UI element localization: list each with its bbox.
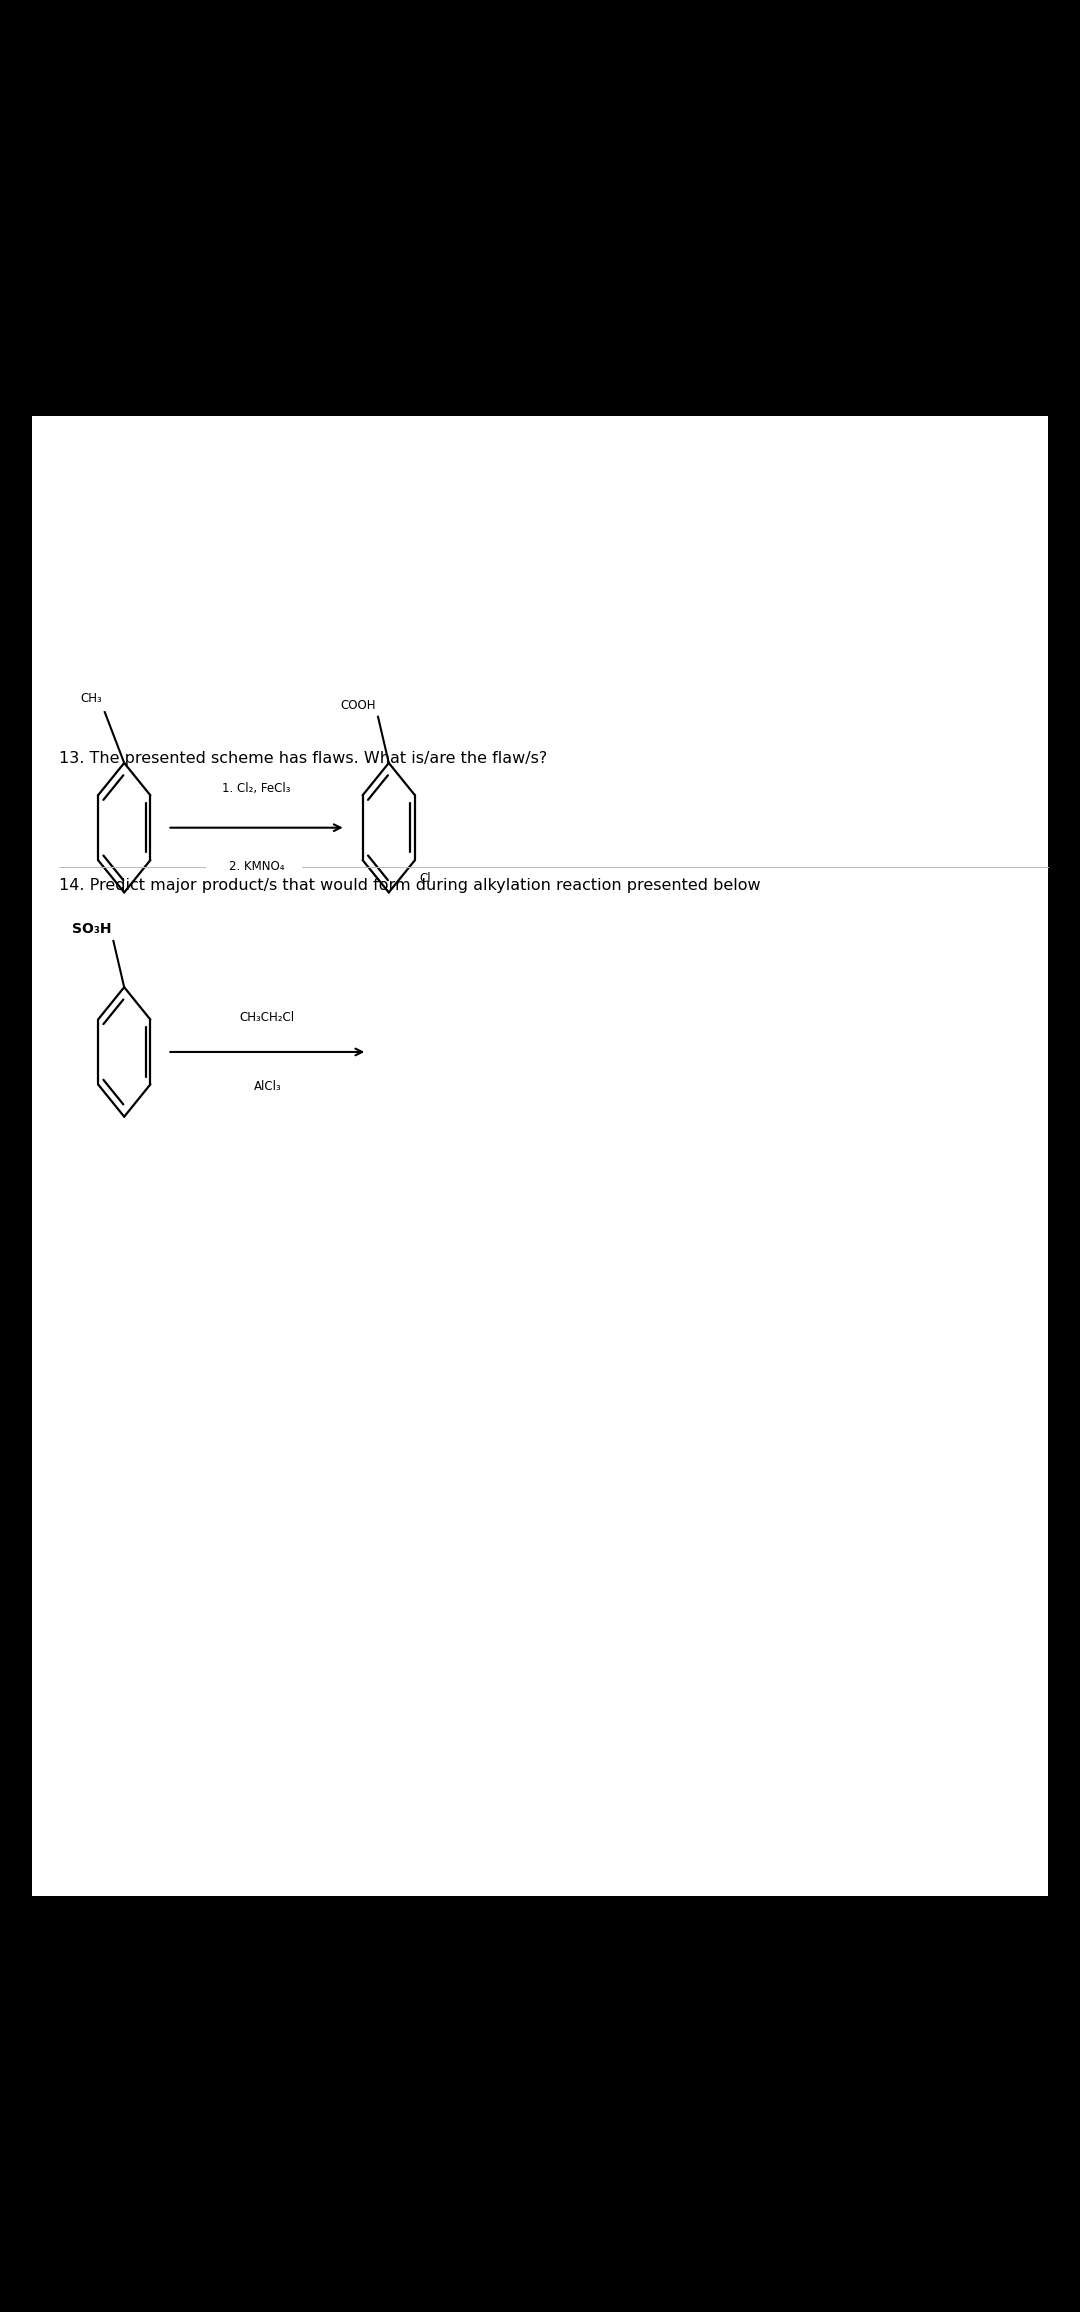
Text: AlCl₃: AlCl₃ [254,1080,281,1094]
Text: SO₃H: SO₃H [71,922,111,936]
Text: CH₃: CH₃ [81,691,103,705]
Text: Cl: Cl [419,872,431,885]
Text: 14. Predict major product/s that would form during alkylation reaction presented: 14. Predict major product/s that would f… [59,879,761,892]
Text: 13. The presented scheme has flaws. What is/are the flaw/s?: 13. The presented scheme has flaws. What… [59,751,548,765]
Text: 2. KMNO₄: 2. KMNO₄ [229,860,284,874]
Text: 1. Cl₂, FeCl₃: 1. Cl₂, FeCl₃ [222,781,291,795]
Text: COOH: COOH [340,698,376,712]
FancyBboxPatch shape [32,416,1048,1896]
Text: CH₃CH₂Cl: CH₃CH₂Cl [240,1010,295,1024]
